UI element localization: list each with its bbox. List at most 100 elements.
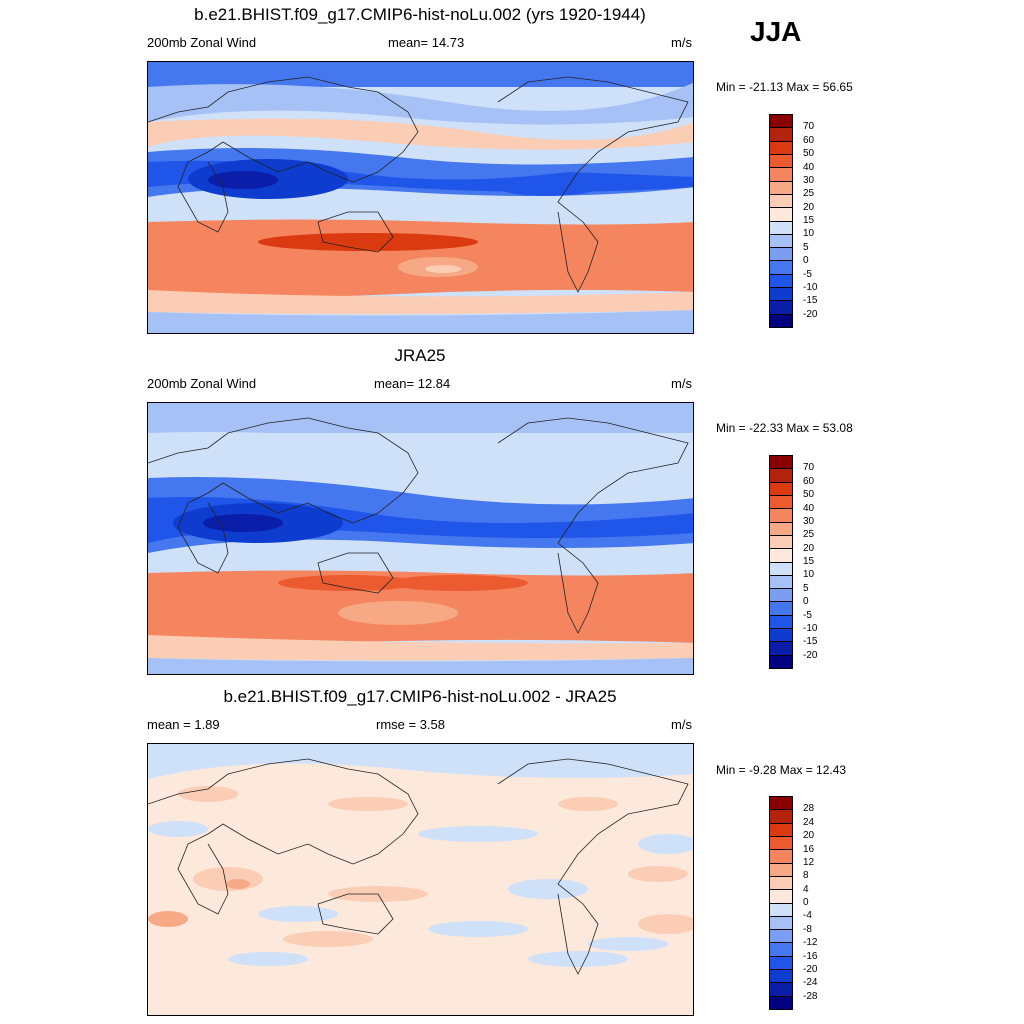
colorbar-swatch bbox=[770, 141, 792, 155]
colorbar-swatch bbox=[770, 181, 792, 195]
colorbar-swatch bbox=[770, 996, 792, 1009]
colorbar-swatch bbox=[770, 970, 792, 984]
colorbar-tick-label: 0 bbox=[803, 255, 809, 267]
colorbar-swatch bbox=[770, 248, 792, 262]
colorbar-swatch bbox=[770, 221, 792, 235]
colorbar-tick-label: 5 bbox=[803, 582, 809, 594]
colorbar-swatch bbox=[770, 575, 792, 590]
panel-3-colorbar bbox=[769, 796, 793, 1010]
panel-3-mean-label: mean = 1.89 bbox=[147, 717, 220, 732]
panel-1-title: b.e21.BHIST.f09_g17.CMIP6-hist-noLu.002 … bbox=[194, 5, 646, 24]
colorbar-swatch bbox=[770, 983, 792, 997]
colorbar-tick-label: -8 bbox=[803, 923, 812, 935]
colorbar-tick-label: 25 bbox=[803, 188, 815, 200]
colorbar-swatch bbox=[770, 903, 792, 917]
colorbar-swatch bbox=[770, 956, 792, 971]
colorbar-tick-label: 20 bbox=[803, 201, 815, 213]
colorbar-tick-label: 20 bbox=[803, 830, 815, 842]
colorbar-swatch bbox=[770, 208, 792, 222]
colorbar-tick-label: -20 bbox=[803, 649, 818, 661]
colorbar-swatch bbox=[770, 943, 792, 957]
colorbar-tick-label: 30 bbox=[803, 174, 815, 186]
colorbar-swatch bbox=[770, 562, 792, 576]
colorbar-swatch bbox=[770, 629, 792, 643]
colorbar-tick-label: -15 bbox=[803, 295, 818, 307]
colorbar-tick-label: -24 bbox=[803, 977, 818, 989]
colorbar-tick-label: 10 bbox=[803, 569, 815, 581]
colorbar-swatch bbox=[770, 876, 792, 891]
colorbar-tick-label: -10 bbox=[803, 281, 818, 293]
panel-2-mean-label: mean= 12.84 bbox=[374, 376, 451, 391]
colorbar-swatch bbox=[770, 482, 792, 496]
panel-3-map bbox=[147, 743, 694, 1016]
colorbar-tick-label: 25 bbox=[803, 529, 815, 541]
colorbar-swatch bbox=[770, 469, 792, 483]
colorbar-tick-label: 10 bbox=[803, 228, 815, 240]
panel-1-colorbar bbox=[769, 114, 793, 328]
colorbar-swatch bbox=[770, 863, 792, 877]
colorbar-tick-label: -20 bbox=[803, 308, 818, 320]
colorbar-tick-label: -28 bbox=[803, 990, 818, 1002]
colorbar-swatch bbox=[770, 642, 792, 656]
colorbar-swatch bbox=[770, 615, 792, 630]
colorbar-swatch bbox=[770, 549, 792, 563]
colorbar-swatch bbox=[770, 836, 792, 851]
colorbar-tick-label: 70 bbox=[803, 462, 815, 474]
colorbar-tick-label: 50 bbox=[803, 148, 815, 160]
colorbar-tick-label: -5 bbox=[803, 609, 812, 621]
panel-3-units-label: m/s bbox=[671, 717, 692, 732]
colorbar-tick-label: -5 bbox=[803, 268, 812, 280]
panel-3-rmse-label: rmse = 3.58 bbox=[376, 717, 446, 732]
colorbar-swatch bbox=[770, 115, 792, 129]
colorbar-tick-label: 8 bbox=[803, 870, 809, 882]
colorbar-swatch bbox=[770, 589, 792, 603]
colorbar-tick-label: 28 bbox=[803, 803, 815, 815]
colorbar-swatch bbox=[770, 602, 792, 616]
panel-2-title: JRA25 bbox=[394, 346, 446, 365]
panel-1-minmax: Min = -21.13 Max = 56.65 bbox=[716, 80, 853, 94]
colorbar-swatch bbox=[770, 456, 792, 470]
colorbar-swatch bbox=[770, 288, 792, 302]
colorbar-swatch bbox=[770, 509, 792, 523]
panel-2-map bbox=[147, 402, 694, 675]
colorbar-tick-label: 50 bbox=[803, 489, 815, 501]
colorbar-tick-label: -20 bbox=[803, 963, 818, 975]
colorbar-swatch bbox=[770, 890, 792, 904]
colorbar-swatch bbox=[770, 168, 792, 182]
colorbar-swatch bbox=[770, 495, 792, 510]
colorbar-swatch bbox=[770, 154, 792, 169]
panel-1-variable-label: 200mb Zonal Wind bbox=[147, 35, 257, 50]
colorbar-swatch bbox=[770, 522, 792, 536]
panel-2-minmax: Min = -22.33 Max = 53.08 bbox=[716, 421, 853, 435]
panel-3-minmax: Min = -9.28 Max = 12.43 bbox=[716, 763, 847, 777]
panel-2-units-label: m/s bbox=[671, 376, 692, 391]
colorbar-swatch bbox=[770, 314, 792, 327]
colorbar-tick-label: 40 bbox=[803, 161, 815, 173]
colorbar-swatch bbox=[770, 930, 792, 944]
colorbar-swatch bbox=[770, 810, 792, 824]
colorbar-tick-label: 15 bbox=[803, 556, 815, 567]
colorbar-tick-label: 0 bbox=[803, 596, 809, 608]
colorbar-tick-label: 30 bbox=[803, 515, 815, 527]
colorbar-tick-label: -12 bbox=[803, 937, 818, 949]
panel-1-units-label: m/s bbox=[671, 35, 692, 50]
colorbar-swatch bbox=[770, 535, 792, 550]
colorbar-swatch bbox=[770, 194, 792, 209]
colorbar-tick-label: 20 bbox=[803, 542, 815, 554]
panel-3-contour-field bbox=[148, 744, 693, 1015]
colorbar-tick-label: 0 bbox=[803, 897, 809, 908]
colorbar-swatch bbox=[770, 234, 792, 249]
colorbar-swatch bbox=[770, 261, 792, 275]
colorbar-tick-label: 16 bbox=[803, 843, 815, 855]
panel-1-mean-label: mean= 14.73 bbox=[388, 35, 465, 50]
colorbar-tick-label: 24 bbox=[803, 816, 815, 828]
season-label: JJA bbox=[750, 16, 802, 47]
colorbar-tick-label: 15 bbox=[803, 215, 815, 226]
colorbar-swatch bbox=[770, 916, 792, 931]
colorbar-tick-label: -16 bbox=[803, 950, 818, 962]
colorbar-tick-label: 60 bbox=[803, 134, 815, 146]
colorbar-swatch bbox=[770, 797, 792, 811]
colorbar-tick-label: 4 bbox=[803, 883, 809, 895]
colorbar-swatch bbox=[770, 823, 792, 837]
colorbar-tick-label: 12 bbox=[803, 856, 815, 868]
